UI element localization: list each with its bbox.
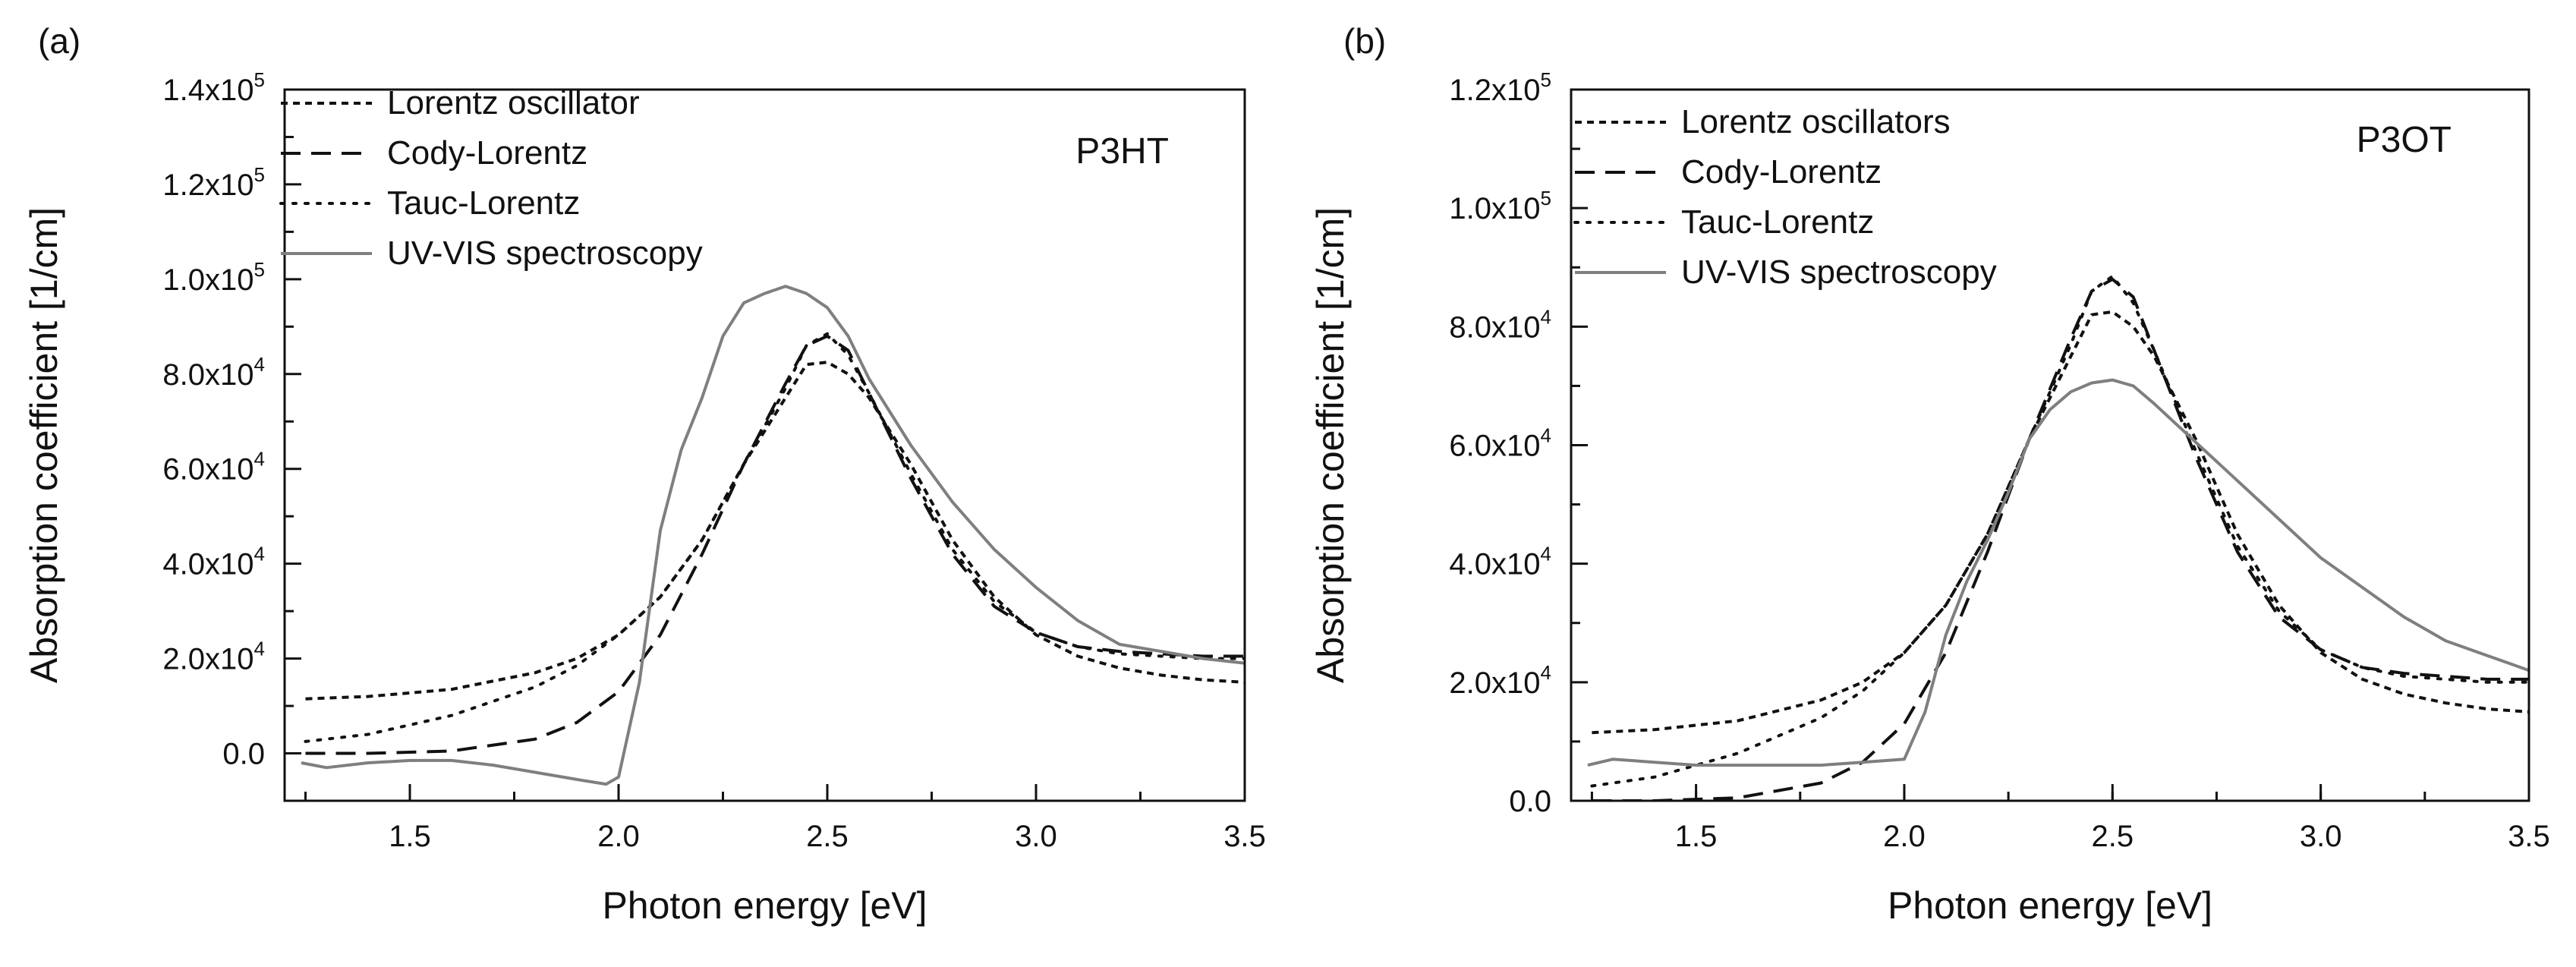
y-tick-exponent: 5 bbox=[1541, 187, 1551, 209]
series-uv-vis-spectroscopy bbox=[301, 285, 1245, 786]
y-tick-mantissa: 2.0x10 bbox=[1449, 666, 1540, 700]
series-uv-vis-spectroscopy bbox=[1587, 378, 2529, 767]
x-tick-label: 2.0 bbox=[597, 820, 640, 853]
x-axis-title: Photon energy [eV] bbox=[1888, 884, 2212, 927]
y-tick-label: 6.0x104 bbox=[162, 448, 265, 487]
panel-label: (a) bbox=[38, 21, 80, 61]
series-tauc-lorentz bbox=[1590, 275, 2529, 788]
y-tick-label: 4.0x104 bbox=[1449, 543, 1551, 581]
x-tick-label: 3.5 bbox=[1223, 820, 1266, 853]
legend-entry: UV-VIS spectroscopy bbox=[387, 235, 703, 272]
y-tick-mantissa: 8.0x10 bbox=[162, 358, 254, 392]
x-tick-label: 2.0 bbox=[1883, 820, 1926, 853]
plot-frame bbox=[283, 88, 1246, 802]
y-tick-exponent: 4 bbox=[1541, 543, 1551, 565]
y-tick-mantissa: 4.0x10 bbox=[162, 548, 254, 581]
legend-entry: Tauc-Lorentz bbox=[1681, 203, 1874, 241]
legend-entry: UV-VIS spectroscopy bbox=[1681, 254, 1997, 291]
y-tick-mantissa: 1.0x10 bbox=[162, 263, 254, 297]
panel-a: 1.5 2.0 2.5 3.0 3.50.02.0x1044.0x1046.0x1048… bbox=[23, 21, 1266, 927]
y-tick-label: 6.0x104 bbox=[1449, 424, 1551, 463]
legend-entry: Lorentz oscillator bbox=[387, 84, 640, 121]
panel-b: 1.5 2.0 2.5 3.0 3.50.02.0x1044.0x1046.0x1048… bbox=[1309, 21, 2550, 927]
y-axis-title: Absorption coefficient [1/cm] bbox=[23, 207, 65, 683]
legend-entry: Lorentz oscillators bbox=[1681, 103, 1951, 140]
y-tick-label: 1.4x105 bbox=[162, 68, 265, 107]
y-tick-exponent: 4 bbox=[254, 353, 265, 376]
y-tick-exponent: 4 bbox=[254, 543, 265, 565]
y-tick-label: 4.0x104 bbox=[162, 543, 265, 581]
y-tick-exponent: 4 bbox=[1541, 305, 1551, 328]
x-tick-label: 3.0 bbox=[1015, 820, 1057, 853]
y-tick-label: 2.0x104 bbox=[1449, 661, 1551, 700]
y-tick-mantissa: 1.0x10 bbox=[1449, 192, 1540, 225]
series-lorentz-oscillator bbox=[305, 361, 1245, 701]
y-tick-label: 8.0x104 bbox=[162, 353, 265, 392]
sample-label: P3HT bbox=[1075, 131, 1169, 172]
sample-label: P3OT bbox=[2357, 120, 2452, 160]
y-tick-label: 0.0 bbox=[1509, 785, 1551, 818]
y-tick-exponent: 5 bbox=[254, 258, 265, 281]
x-tick-label: 3.0 bbox=[2300, 820, 2342, 853]
x-tick-label: 3.5 bbox=[2508, 820, 2550, 853]
y-tick-label: 8.0x104 bbox=[1449, 305, 1551, 344]
series-cody-lorentz bbox=[305, 334, 1245, 755]
y-tick-exponent: 5 bbox=[254, 163, 265, 186]
y-tick-label: 1.2x105 bbox=[162, 163, 265, 202]
legend-entry: Cody-Lorentz bbox=[1681, 153, 1882, 191]
y-tick-mantissa: 8.0x10 bbox=[1449, 310, 1540, 344]
legend-entry: Cody-Lorentz bbox=[387, 134, 587, 172]
y-tick-exponent: 4 bbox=[254, 638, 265, 660]
legend-entry: Tauc-Lorentz bbox=[387, 184, 580, 222]
y-tick-exponent: 4 bbox=[1541, 424, 1551, 447]
y-tick-label: 1.0x105 bbox=[162, 258, 265, 297]
x-tick-label: 2.5 bbox=[2091, 820, 2134, 853]
y-tick-label: 0.0 bbox=[222, 738, 265, 771]
y-tick-mantissa: 6.0x10 bbox=[1449, 430, 1540, 463]
panel-label: (b) bbox=[1343, 21, 1386, 61]
y-tick-exponent: 4 bbox=[254, 448, 265, 471]
y-tick-exponent: 5 bbox=[1541, 68, 1551, 91]
y-tick-label: 2.0x104 bbox=[162, 638, 265, 676]
x-tick-label: 1.5 bbox=[389, 820, 431, 853]
y-tick-label: 1.0x105 bbox=[1449, 187, 1551, 225]
x-axis-title: Photon energy [eV] bbox=[602, 884, 927, 927]
y-tick-mantissa: 1.2x10 bbox=[1449, 74, 1540, 107]
y-tick-mantissa: 1.2x10 bbox=[162, 169, 254, 202]
y-tick-label: 1.2x105 bbox=[1449, 68, 1551, 107]
y-tick-mantissa: 2.0x10 bbox=[162, 643, 254, 676]
series-lorentz-oscillators bbox=[1592, 310, 2529, 735]
plot-frame bbox=[1570, 88, 2530, 802]
y-tick-mantissa: 1.4x10 bbox=[162, 74, 254, 107]
y-tick-mantissa: 6.0x10 bbox=[162, 453, 254, 487]
y-tick-mantissa: 4.0x10 bbox=[1449, 548, 1540, 581]
y-tick-exponent: 4 bbox=[1541, 661, 1551, 684]
y-tick-exponent: 5 bbox=[254, 68, 265, 91]
x-tick-label: 1.5 bbox=[1675, 820, 1718, 853]
series-tauc-lorentz bbox=[304, 332, 1245, 743]
x-tick-label: 2.5 bbox=[806, 820, 849, 853]
series-cody-lorentz bbox=[1592, 277, 2529, 801]
y-axis-title: Absorption coefficient [1/cm] bbox=[1309, 207, 1352, 683]
